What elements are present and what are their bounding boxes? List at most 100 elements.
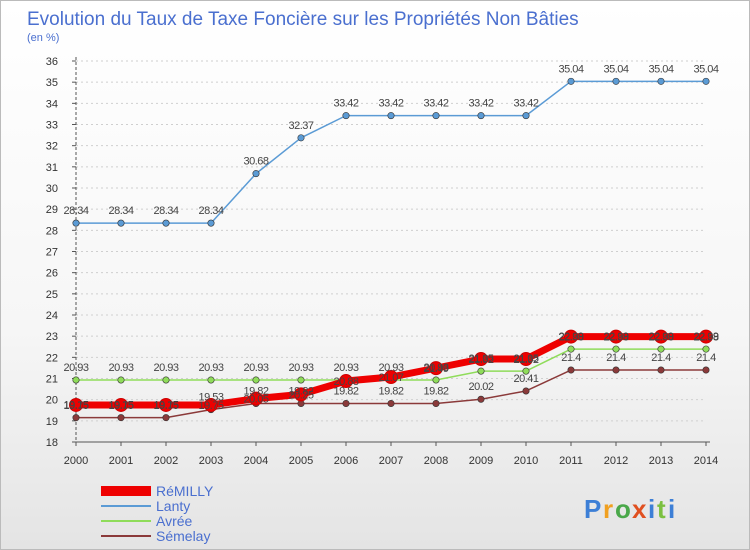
y-tick-label: 27 xyxy=(46,247,58,259)
y-tick-label: 23 xyxy=(46,331,58,343)
y-tick-label: 25 xyxy=(46,289,58,301)
y-tick-label: 33 xyxy=(46,120,58,132)
data-label: 21.4 xyxy=(606,352,626,364)
x-tick-label: 2010 xyxy=(514,455,538,467)
x-tick-label: 2011 xyxy=(559,455,583,467)
data-point xyxy=(612,345,620,353)
x-tick-label: 2005 xyxy=(289,455,313,467)
series-lines xyxy=(69,77,713,422)
data-point xyxy=(702,77,710,85)
chart-title: Evolution du Taux de Taxe Foncière sur l… xyxy=(27,9,579,30)
data-label: 20.93 xyxy=(423,362,448,374)
axes: 18 19 20 21 22 23 24 25 26 27 28 29 30 31 32 33 34 35 36 20… xyxy=(46,56,718,467)
data-labels: 28.34 28.34 28.34 28.34 30.68 32.37 33.42 33.42… xyxy=(63,63,719,412)
data-label: 20.93 xyxy=(333,362,358,374)
data-label: 19.75 xyxy=(153,400,178,412)
data-point xyxy=(72,219,80,227)
data-point xyxy=(162,376,170,384)
data-point xyxy=(564,329,578,344)
gridlines xyxy=(76,60,706,422)
data-point xyxy=(612,77,620,85)
data-point xyxy=(474,352,488,367)
data-label: 19.15 xyxy=(108,400,133,412)
logo-letter: r xyxy=(603,494,614,524)
y-tick-label: 18 xyxy=(46,437,58,449)
data-label: 21.4 xyxy=(696,352,716,364)
data-point xyxy=(252,376,260,384)
data-point xyxy=(69,397,83,412)
data-label: 21.49 xyxy=(423,363,448,375)
data-point xyxy=(384,370,398,385)
x-tick-label: 2003 xyxy=(199,455,223,467)
data-point xyxy=(432,112,440,120)
data-point xyxy=(72,414,80,422)
data-label: 35.04 xyxy=(558,63,583,75)
data-point xyxy=(477,367,485,375)
data-label: 20.41 xyxy=(513,373,538,385)
data-label: 22.98 xyxy=(603,332,628,344)
y-tick-label: 28 xyxy=(46,225,58,237)
data-label: 22.39 xyxy=(603,331,628,343)
data-point xyxy=(612,366,620,374)
data-point xyxy=(294,387,308,402)
data-label: 21.4 xyxy=(651,352,671,364)
legend-label: RéMILLY xyxy=(156,483,214,499)
data-point xyxy=(387,112,395,120)
data-label: 35.04 xyxy=(603,63,628,75)
data-label: 33.42 xyxy=(423,98,448,110)
data-point xyxy=(117,376,125,384)
y-tick-label: 22 xyxy=(46,352,58,364)
data-label: 19.82 xyxy=(288,385,313,397)
data-label: 28.34 xyxy=(108,205,133,217)
y-tick-label: 26 xyxy=(46,268,58,280)
data-label: 19.53 xyxy=(198,392,223,404)
data-label: 20.25 xyxy=(288,389,313,401)
x-tick-label: 2002 xyxy=(154,455,178,467)
data-point xyxy=(567,366,575,374)
data-point xyxy=(477,112,485,120)
x-tick-label: 2007 xyxy=(379,455,403,467)
data-label: 33.42 xyxy=(468,98,493,110)
data-point xyxy=(657,77,665,85)
data-point xyxy=(609,329,623,344)
logo-letter: x xyxy=(632,494,647,524)
y-tick-label: 19 xyxy=(46,416,58,428)
x-tick-label: 2009 xyxy=(469,455,493,467)
logo-letter: i xyxy=(648,494,656,524)
data-label: 33.42 xyxy=(333,98,358,110)
y-tick-label: 24 xyxy=(46,310,58,322)
data-point xyxy=(297,376,305,384)
data-point xyxy=(342,399,350,407)
y-tick-label: 36 xyxy=(46,56,58,68)
y-tick-label: 29 xyxy=(46,204,58,216)
legend-label: Lanty xyxy=(156,498,190,514)
x-tick-label: 2004 xyxy=(244,455,268,467)
legend-label: Avrée xyxy=(156,513,193,529)
data-point xyxy=(117,219,125,227)
data-point xyxy=(249,391,263,406)
data-label: 21.4 xyxy=(561,352,581,364)
data-point xyxy=(159,397,173,412)
legend-swatch xyxy=(101,486,151,496)
data-label: 20.93 xyxy=(243,362,268,374)
legend-label: Sémelay xyxy=(156,528,210,544)
data-point xyxy=(567,345,575,353)
data-label: 19.82 xyxy=(423,385,448,397)
data-label: 35.04 xyxy=(693,63,718,75)
data-label: 20.93 xyxy=(378,362,403,374)
data-point xyxy=(252,170,260,178)
data-point xyxy=(654,329,668,344)
data-point xyxy=(162,219,170,227)
y-tick-label: 35 xyxy=(46,77,58,89)
data-label: 19.15 xyxy=(63,400,88,412)
data-point xyxy=(699,329,713,344)
y-tick-label: 31 xyxy=(46,162,58,174)
x-tick-label: 2001 xyxy=(109,455,133,467)
data-label: 20.05 xyxy=(243,394,268,406)
data-label: 21.92 xyxy=(468,354,493,366)
y-tick-label: 32 xyxy=(46,141,58,153)
data-point xyxy=(72,376,80,384)
data-point xyxy=(162,414,170,422)
data-label: 32.37 xyxy=(288,120,313,132)
